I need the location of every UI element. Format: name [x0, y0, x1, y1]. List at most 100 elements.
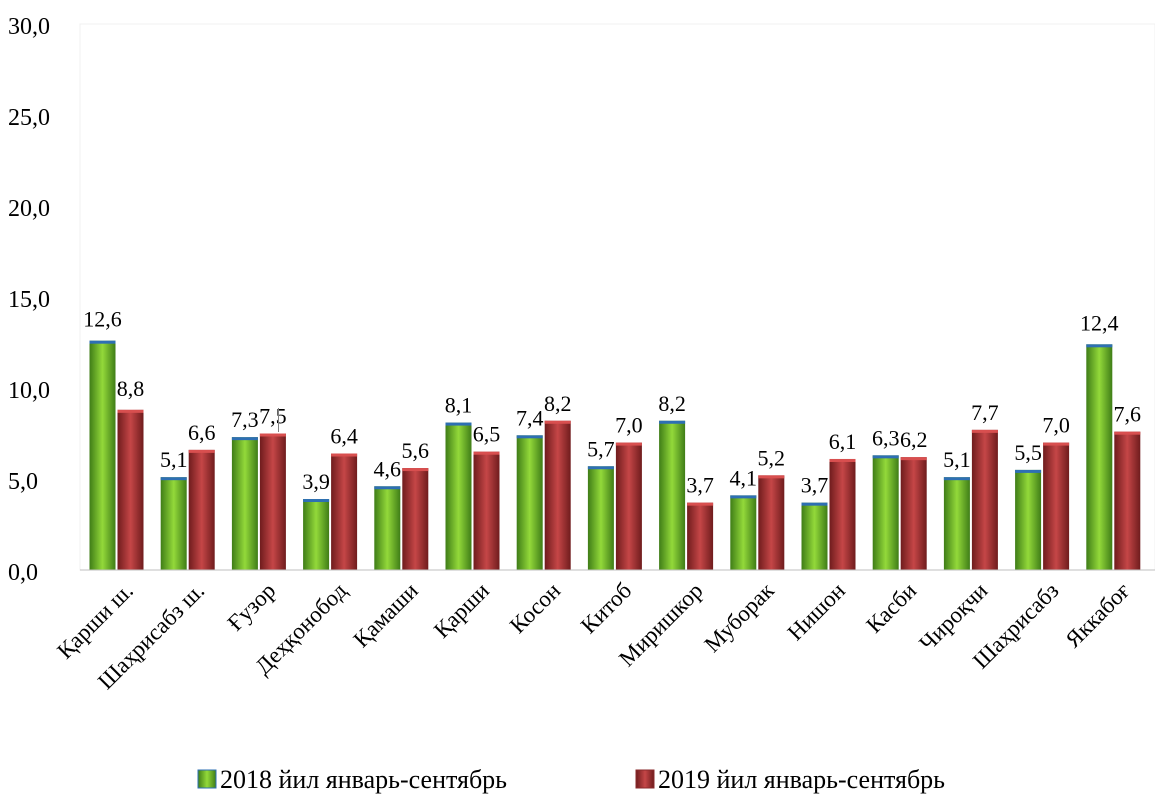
- data-label: 5,6: [402, 438, 430, 463]
- bar-s2018-10: [801, 502, 828, 570]
- bar-cap: [331, 453, 358, 457]
- data-label: 5,7: [587, 436, 615, 461]
- data-label: 7,3: [231, 407, 259, 432]
- bar-s2018-6: [516, 435, 543, 570]
- data-label: 5,2: [758, 445, 786, 470]
- bar-cap: [730, 495, 757, 499]
- y-tick-label: 5,0: [8, 469, 38, 495]
- legend-label: 2018 йил январь-сентябрь: [220, 765, 507, 794]
- bar-cap: [971, 429, 998, 433]
- bar-cap: [89, 340, 116, 344]
- bar-cap: [587, 466, 614, 470]
- bar-s2018-2: [231, 437, 258, 570]
- y-tick-label: 20,0: [8, 196, 50, 222]
- bar-cap: [117, 409, 144, 413]
- bar-s2019-5: [473, 451, 500, 570]
- data-label: 3,7: [686, 473, 714, 498]
- bar-s2019-12: [971, 429, 998, 570]
- x-tick-label: Касби: [861, 578, 921, 638]
- y-tick-label: 15,0: [8, 287, 50, 313]
- data-label: 5,5: [1014, 440, 1042, 465]
- y-tick-label: 0,0: [8, 560, 38, 586]
- data-labels: 12,68,85,16,67,3 7,53,96,44,65,68,16,57,4…: [83, 307, 1141, 498]
- bar-cap: [900, 457, 927, 461]
- legend: 2018 йил январь-сентябрь 2019 йил январь-…: [197, 765, 945, 794]
- bar-cap: [445, 422, 472, 426]
- bar-cap: [1043, 442, 1070, 446]
- bar-s2019-7: [615, 442, 642, 570]
- bar-s2018-11: [872, 455, 899, 570]
- data-label: 8,2: [658, 391, 686, 416]
- bar-cap: [231, 437, 258, 441]
- x-tick-label: Яккабоғ: [1060, 578, 1134, 652]
- x-tick-label: Косон: [505, 578, 565, 638]
- bar-cap: [1015, 469, 1042, 473]
- y-tick-label: 30,0: [8, 14, 50, 40]
- legend-swatch-s2018: [197, 769, 217, 789]
- x-axis: Қарши ш.Шаҳрисабз ш. ҒузорДеҳқонободҚамаш…: [52, 577, 1135, 694]
- bar-s2018-1: [160, 477, 187, 570]
- data-label: 12,4: [1080, 310, 1119, 335]
- data-label: 7,0: [1042, 413, 1070, 438]
- data-label: 8,8: [117, 376, 145, 401]
- bar-cap: [615, 442, 642, 446]
- data-label: 7,7: [971, 400, 999, 425]
- x-tick-label: Қарши: [429, 578, 494, 643]
- bar-cap: [1086, 344, 1113, 348]
- bar-s2019-6: [544, 420, 571, 570]
- data-label: 3,7: [801, 473, 829, 498]
- bar-s2018-9: [730, 495, 757, 570]
- data-label: 3,9: [302, 469, 330, 494]
- bar-s2019-13: [1043, 442, 1070, 570]
- data-label: 5,1: [943, 447, 971, 472]
- y-tick-label: 10,0: [8, 378, 50, 404]
- bar-s2019-2: [259, 433, 286, 570]
- data-label: 7,0: [615, 413, 643, 438]
- bar-cap: [303, 499, 330, 503]
- bar-cap: [829, 458, 856, 462]
- data-label: 6,2: [900, 427, 928, 452]
- bar-cap: [259, 433, 286, 437]
- bar-s2019-11: [900, 457, 927, 570]
- bar-cap: [374, 486, 401, 490]
- bar-s2019-1: [188, 449, 215, 570]
- data-label: 7,6: [1114, 402, 1142, 427]
- bar-cap: [872, 455, 899, 459]
- bar-cap: [160, 477, 187, 481]
- data-label: 7,5: [259, 404, 287, 429]
- bar-s2018-14: [1086, 344, 1113, 570]
- data-label: 8,2: [544, 391, 572, 416]
- bar-cap: [659, 420, 686, 424]
- bar-s2018-5: [445, 422, 472, 570]
- data-label: 6,3: [872, 425, 900, 450]
- data-label: 4,6: [374, 456, 402, 481]
- x-tick-label: Нишон: [783, 578, 850, 645]
- bar-s2019-10: [829, 458, 856, 570]
- bar-s2018-0: [89, 340, 116, 570]
- bar-cap: [943, 477, 970, 481]
- bar-s2018-13: [1015, 469, 1042, 570]
- bar-cap: [687, 502, 714, 506]
- bar-s2019-3: [331, 453, 358, 570]
- data-label: 5,1: [160, 447, 188, 472]
- bar-cap: [473, 451, 500, 455]
- bar-cap: [1114, 431, 1141, 435]
- data-label: 6,1: [829, 429, 857, 454]
- x-tick-label: Муборак: [700, 577, 780, 657]
- bar-cap: [544, 420, 571, 424]
- bars: [89, 340, 1141, 570]
- bar-cap: [188, 449, 215, 453]
- bar-s2018-3: [303, 499, 330, 570]
- bar-s2019-9: [758, 475, 785, 570]
- legend-swatch-s2019: [635, 769, 655, 789]
- bar-cap: [402, 468, 429, 472]
- bar-s2019-0: [117, 409, 144, 570]
- bar-s2018-8: [659, 420, 686, 570]
- bar-cap: [758, 475, 785, 479]
- data-label: 7,4: [516, 405, 544, 430]
- y-tick-label: 25,0: [8, 105, 50, 131]
- bar-s2018-12: [943, 477, 970, 570]
- y-axis: 0,0 5,0 10,0 15,0 20,0 25,0 30,0: [8, 14, 50, 586]
- data-label: 6,6: [188, 420, 216, 445]
